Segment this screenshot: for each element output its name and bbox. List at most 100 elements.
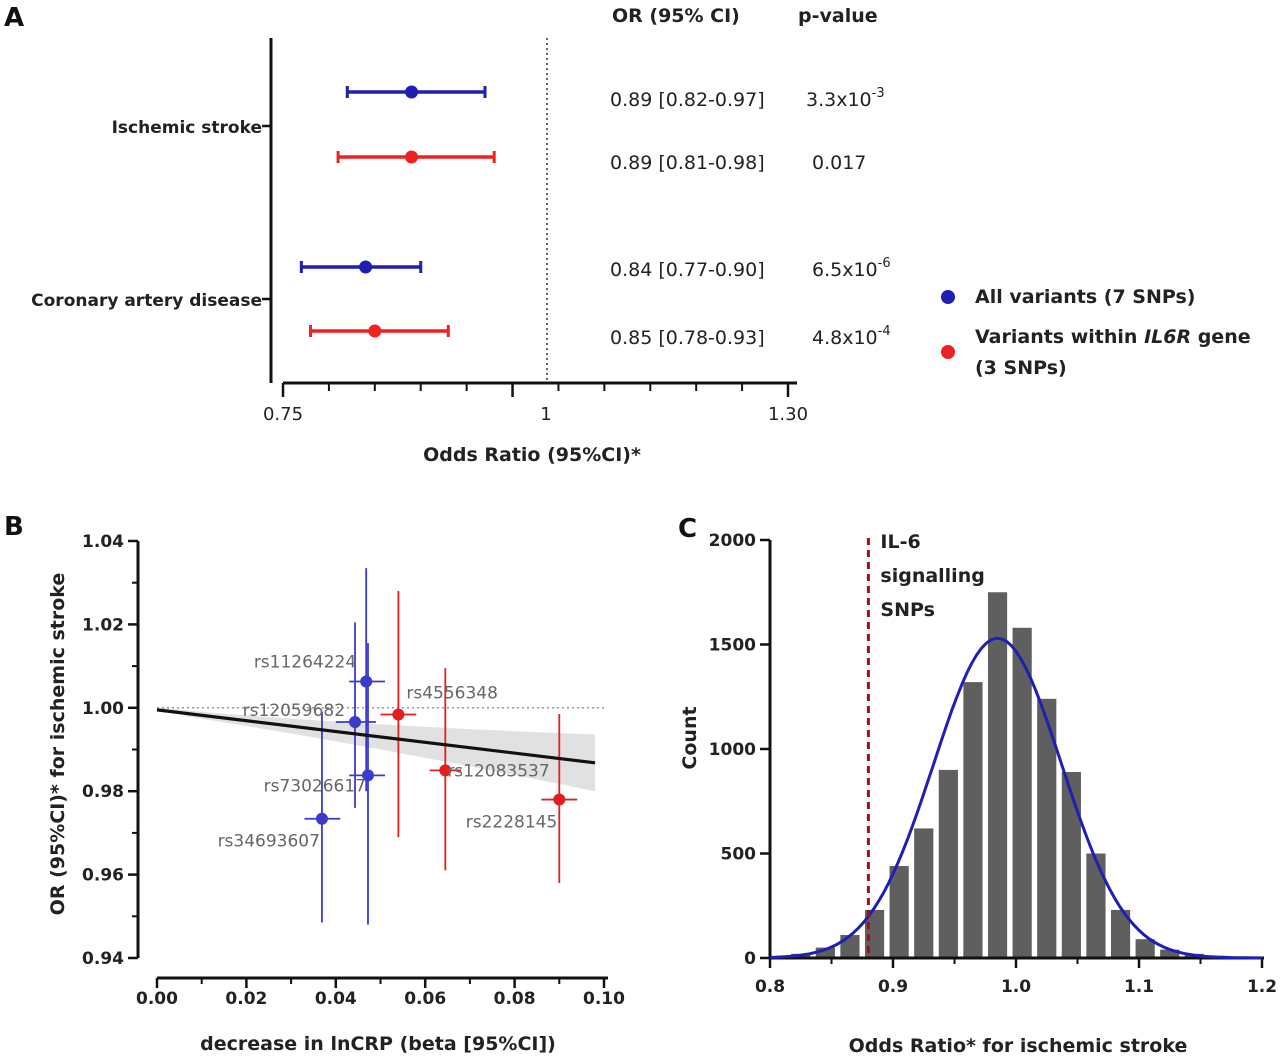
histogram-y-tick-label: 2000 [709, 531, 756, 551]
or-ci-text: 0.89 [0.81-0.98] [610, 152, 765, 174]
il6-marker-label: IL-6 [880, 531, 920, 553]
scatter-point [361, 769, 374, 782]
il6-marker-label: signalling [880, 565, 984, 587]
histogram-bar [1160, 949, 1180, 958]
forest-x-ticks [281, 383, 790, 397]
histogram-x-tick-label: 1.1 [1124, 977, 1154, 997]
legend-label-gene: IL6R [1144, 326, 1191, 348]
p-value-base: 6.5x10 [812, 259, 878, 281]
scatter-marks: rs11264224 rs12059682 rs73026617 rs34693607… [156, 568, 596, 925]
forest-x-axis-title: Odds Ratio (95%CI)* [423, 444, 641, 466]
p-value-base: 3.3x10 [806, 89, 872, 111]
histogram-y-axis-title: Count [679, 706, 701, 769]
histogram-bar [987, 592, 1008, 958]
scatter-y-tick-label: 0.94 [82, 949, 124, 969]
scatter-axes: 0.94 0.96 0.98 1.00 1.02 1.04 0.00 0.02 0.04 0.06… [82, 532, 625, 1009]
histogram-bar [1012, 627, 1032, 958]
forest-point [368, 324, 382, 338]
legend-marker-il6r-variants [941, 345, 955, 359]
p-value-text: 4.8x10-4 [812, 324, 891, 349]
snp-label: rs2228145 [466, 813, 558, 833]
table-header-or: OR (95% CI) [612, 5, 740, 27]
forest-legend: All variants (7 SNPs) Variants within IL… [941, 286, 1251, 379]
histogram-bar [914, 828, 934, 958]
forest-point [405, 85, 419, 99]
histogram-y-tick-label: 500 [721, 845, 757, 865]
histogram-bar [1037, 698, 1057, 958]
or-ci-text: 0.84 [0.77-0.90] [610, 259, 765, 281]
scatter-x-tick-label: 0.02 [225, 989, 267, 1009]
legend-marker-all-variants [941, 290, 955, 304]
table-header-p: p-value [798, 5, 878, 27]
p-value-exponent: -3 [872, 86, 885, 101]
forest-x-tick-label: 0.75 [263, 404, 303, 425]
forest-group-label: Coronary artery disease [31, 291, 262, 311]
histogram-bar [1061, 771, 1081, 958]
histogram-bars [791, 592, 1254, 958]
histogram-bar [938, 769, 958, 958]
forest-marks [299, 85, 496, 338]
p-value-text: 6.5x10-6 [812, 256, 891, 281]
panel-c: C Count Odds Ratio* for ischemic stroke … [678, 514, 1277, 1057]
panel-label-b: B [4, 512, 24, 542]
snp-label: rs11264224 [254, 653, 356, 673]
snp-label: rs12083537 [447, 761, 549, 781]
histogram-x-axis-title: Odds Ratio* for ischemic stroke [849, 1035, 1188, 1057]
forest-x-tick-label: 1.30 [768, 404, 808, 425]
scatter-point [360, 675, 373, 688]
snp-label: rs4556348 [406, 683, 498, 703]
forest-point [359, 260, 373, 274]
legend-label: All variants (7 SNPs) [975, 286, 1195, 308]
scatter-point [315, 812, 328, 825]
legend-label-part: Variants within [975, 326, 1144, 348]
snp-label: rs34693607 [218, 832, 320, 852]
histogram-bar [864, 909, 885, 958]
normal-fit-curve [769, 636, 1262, 960]
snp-label: rs73026617 [264, 776, 366, 796]
scatter-point [553, 793, 566, 806]
histogram-y-tick-label: 1500 [709, 636, 756, 656]
scatter-x-tick-label: 0.08 [494, 989, 536, 1009]
legend-label: Variants within IL6R gene [975, 326, 1251, 348]
histogram-bar [1086, 853, 1106, 958]
panel-b: B OR (95%CI)* for ischemic stroke decrea… [4, 512, 625, 1055]
legend-label-line2: (3 SNPs) [975, 357, 1067, 379]
scatter-y-axis-title: OR (95%CI)* for ischemic stroke [47, 573, 69, 916]
histogram-bar [1110, 909, 1131, 958]
scatter-point [349, 715, 362, 728]
panel-a: A OR (95% CI) p-value Ischemic stroke Co… [4, 3, 1251, 466]
scatter-y-tick-label: 1.04 [82, 532, 124, 552]
scatter-y-tick-label: 1.02 [82, 615, 124, 635]
forest-point [405, 150, 419, 164]
histogram-bar [815, 947, 835, 958]
panel-label-a: A [4, 3, 24, 33]
regression-line [156, 708, 596, 765]
scatter-y-tick-label: 0.96 [82, 866, 124, 886]
forest-x-tick-label: 1 [540, 404, 551, 425]
p-value-text: 3.3x10-3 [806, 86, 885, 111]
scatter-x-axis-title: decrease in lnCRP (beta [95%CI]) [200, 1033, 556, 1055]
scatter-x-tick-label: 0.04 [315, 989, 357, 1009]
forest-group-label: Ischemic stroke [112, 118, 262, 138]
scatter-y-tick-label: 1.00 [82, 699, 124, 719]
histogram-x-tick-label: 0.9 [878, 977, 908, 997]
histogram-bar [963, 682, 983, 958]
histogram-bar [1135, 939, 1155, 958]
histogram-bar [840, 935, 860, 958]
legend-label-part: gene [1191, 326, 1251, 348]
scatter-x-tick-label: 0.00 [136, 989, 178, 1009]
fit-confidence-band [157, 707, 596, 792]
p-value-exponent: -6 [878, 256, 891, 271]
histogram-y-tick-label: 1000 [709, 740, 756, 760]
scatter-point [392, 708, 405, 721]
histogram-x-tick-label: 1.0 [1001, 977, 1031, 997]
p-value-base: 0.017 [812, 152, 866, 174]
histogram-x-tick-label: 1.2 [1247, 977, 1277, 997]
panel-label-c: C [678, 514, 697, 544]
or-ci-text: 0.89 [0.82-0.97] [610, 89, 765, 111]
scatter-x-tick-label: 0.10 [583, 989, 625, 1009]
or-ci-text: 0.85 [0.78-0.93] [610, 327, 765, 349]
p-value-text: 0.017 [812, 152, 866, 174]
histogram-bar [889, 866, 909, 958]
